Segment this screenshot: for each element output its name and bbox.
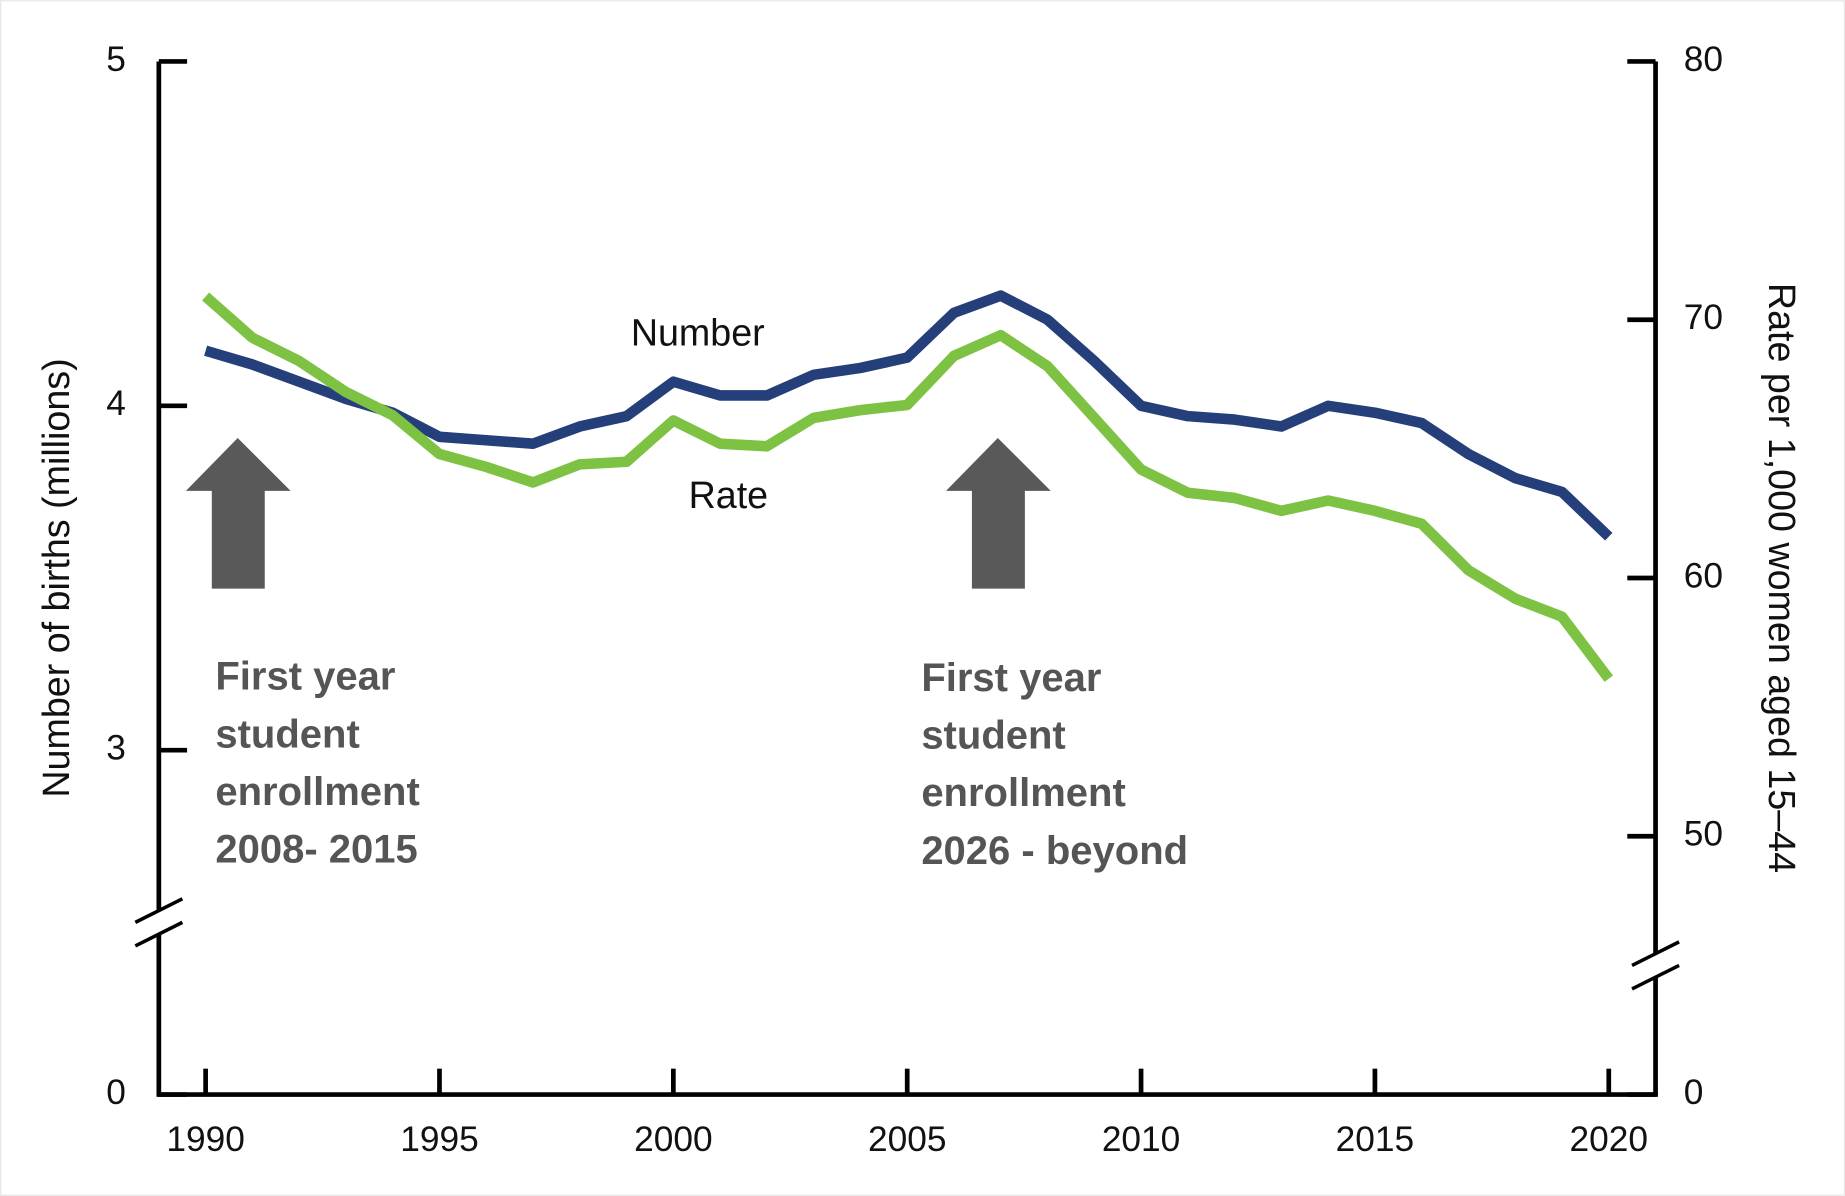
y-tick-label: 4 <box>106 384 126 423</box>
x-tick-label: 1990 <box>166 1120 245 1159</box>
y2-tick-label: 80 <box>1684 40 1723 79</box>
x-tick-label: 2000 <box>634 1120 713 1159</box>
annotation-text: First year <box>215 655 395 699</box>
annotation-text: student <box>215 712 359 756</box>
arrow <box>946 437 1051 589</box>
annotation-text: enrollment <box>215 770 419 814</box>
x-tick-label: 1995 <box>400 1120 479 1159</box>
y2-axis-title: Rate per 1,000 women aged 15–44 <box>1761 283 1803 873</box>
annotation-text: 2008- 2015 <box>215 828 417 872</box>
axis-break <box>1631 963 1680 991</box>
arrow <box>185 437 291 589</box>
axis-break <box>134 920 184 948</box>
y2-tick-label: 50 <box>1684 815 1723 854</box>
y-axis-title: Number of births (millions) <box>35 358 77 797</box>
y-tick-label: 0 <box>106 1073 126 1112</box>
annotation-text: 2026 - beyond <box>921 829 1188 873</box>
annotation-text: student <box>921 714 1065 758</box>
x-tick-label: 2005 <box>868 1120 947 1159</box>
series-line <box>204 290 1613 541</box>
axis-break <box>134 897 184 924</box>
y2-tick-label: 60 <box>1684 556 1723 595</box>
annotation-text: First year <box>921 656 1101 700</box>
series-line <box>202 292 1614 682</box>
y2-tick-label: 0 <box>1684 1073 1704 1112</box>
axis-break <box>1631 940 1680 967</box>
x-tick-label: 2010 <box>1102 1120 1181 1159</box>
annotation-text: enrollment <box>921 771 1125 815</box>
y-tick-label: 3 <box>106 729 126 768</box>
series-label: Rate <box>689 474 769 516</box>
series-label: Number <box>631 312 765 354</box>
y-tick-label: 5 <box>106 40 126 79</box>
x-tick-label: 2015 <box>1336 1120 1415 1159</box>
y2-tick-label: 70 <box>1684 298 1723 337</box>
x-tick-label: 2020 <box>1570 1120 1649 1159</box>
